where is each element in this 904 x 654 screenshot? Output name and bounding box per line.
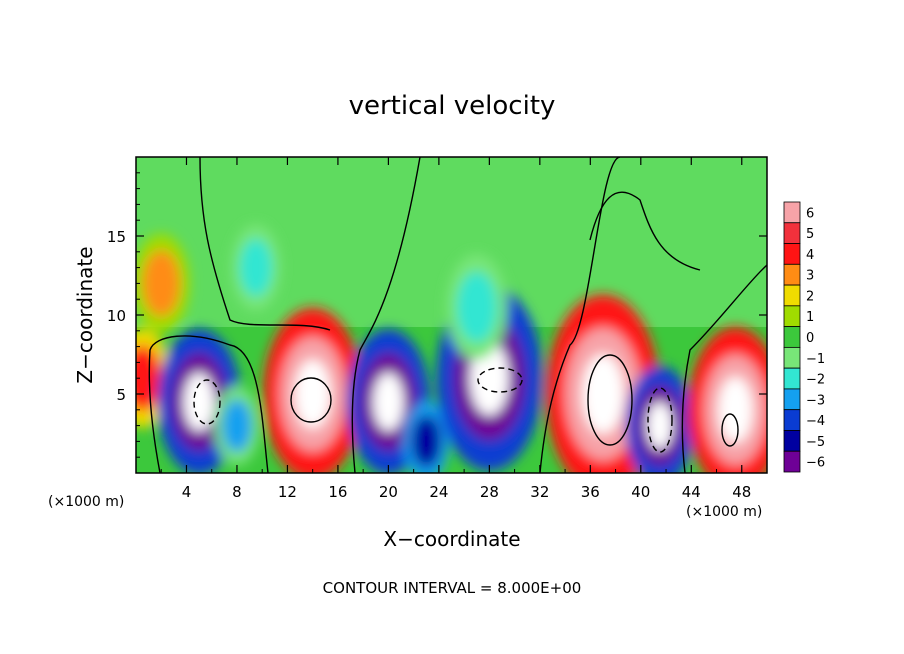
colorbar-label: 1 (806, 310, 814, 325)
velocity-cell (239, 238, 273, 297)
x-tick-label: 44 (682, 483, 701, 501)
contour-line (647, 387, 673, 453)
velocity-cell (221, 399, 253, 453)
y-tick-label: 10 (107, 307, 126, 325)
velocity-cell (456, 271, 497, 343)
contour-line (351, 157, 421, 473)
x-tick-label: 12 (278, 483, 297, 501)
colorbar-label: −2 (806, 373, 825, 388)
velocity-cell-core (647, 401, 673, 450)
colorbar-swatch (783, 367, 801, 390)
colorbar-label: 4 (806, 248, 814, 263)
colorbar-swatch (783, 263, 801, 286)
colorbar-swatch (783, 450, 801, 473)
contour-line (290, 377, 332, 423)
velocity-cell-core (718, 376, 753, 443)
x-tick-label: 40 (631, 483, 650, 501)
colorbar-swatch (783, 201, 801, 224)
x-tick-label: 28 (480, 483, 499, 501)
x-tick-label: 8 (232, 483, 242, 501)
colorbar-swatch (783, 305, 801, 328)
velocity-cell-core (294, 359, 331, 429)
colorbar-swatch (783, 388, 801, 411)
colorbar-swatch (783, 430, 801, 452)
contour-line (681, 264, 767, 473)
x-axis: 4 8 12 16 20 24 28 32 36 40 44 48 (160, 157, 751, 501)
contour-line (721, 413, 739, 447)
x-tick-label: 20 (379, 483, 398, 501)
colorbar-label: −6 (806, 456, 825, 471)
contour-line (539, 157, 621, 473)
contour-line (193, 379, 221, 425)
colorbar-label: 5 (806, 227, 814, 242)
colorbar-label: 2 (806, 289, 814, 304)
y-axis-label: Z−coordinate (73, 246, 97, 383)
colorbar-label: 6 (806, 206, 814, 221)
y-tick-label: 15 (107, 228, 126, 246)
colorbar: 6 5 4 3 2 1 0 −1 −2 −3 −4 −5 −6 (783, 201, 825, 473)
colorbar-label: 3 (806, 269, 814, 284)
contour-line (199, 157, 331, 331)
x-tick-label: 24 (429, 483, 448, 501)
plot-area (136, 157, 767, 473)
x-unit-label-right: (×1000 m) (686, 504, 762, 520)
colorbar-label: −1 (806, 352, 825, 367)
x-tick-label: 36 (581, 483, 600, 501)
velocity-cell (142, 250, 181, 317)
colorbar-label: −4 (806, 414, 825, 429)
x-tick-label: 4 (182, 483, 192, 501)
zero-contours (148, 157, 767, 473)
velocity-cell-core (183, 372, 215, 432)
colorbar-label: −5 (806, 435, 825, 450)
colorbar-swatch (783, 243, 801, 265)
colorbar-swatch (783, 284, 801, 307)
y-axis: 5 10 15 (107, 172, 767, 458)
x-tick-label: 32 (530, 483, 549, 501)
chart-title: vertical velocity (349, 91, 556, 121)
contour-interval-note: CONTOUR INTERVAL = 8.000E+00 (323, 579, 582, 597)
colorbar-swatch (783, 222, 801, 244)
colorbar-swatch (783, 346, 801, 369)
contour-line (148, 335, 269, 473)
velocity-cells (136, 224, 767, 473)
contour-line (587, 354, 633, 446)
x-axis-label: X−coordinate (383, 527, 520, 551)
contour-line (477, 367, 523, 393)
velocity-cell (136, 345, 162, 412)
colorbar-swatch (783, 409, 801, 431)
velocity-cell-core (373, 372, 404, 432)
colorbar-label: −3 (806, 393, 825, 408)
x-tick-label: 48 (732, 483, 751, 501)
x-tick-label: 16 (328, 483, 347, 501)
x-unit-label-left: (×1000 m) (48, 494, 124, 510)
contour-line (589, 191, 701, 271)
velocity-cell (411, 414, 442, 468)
colorbar-label: 0 (806, 331, 814, 346)
colorbar-swatch (783, 326, 801, 348)
y-tick-label: 5 (116, 386, 126, 404)
